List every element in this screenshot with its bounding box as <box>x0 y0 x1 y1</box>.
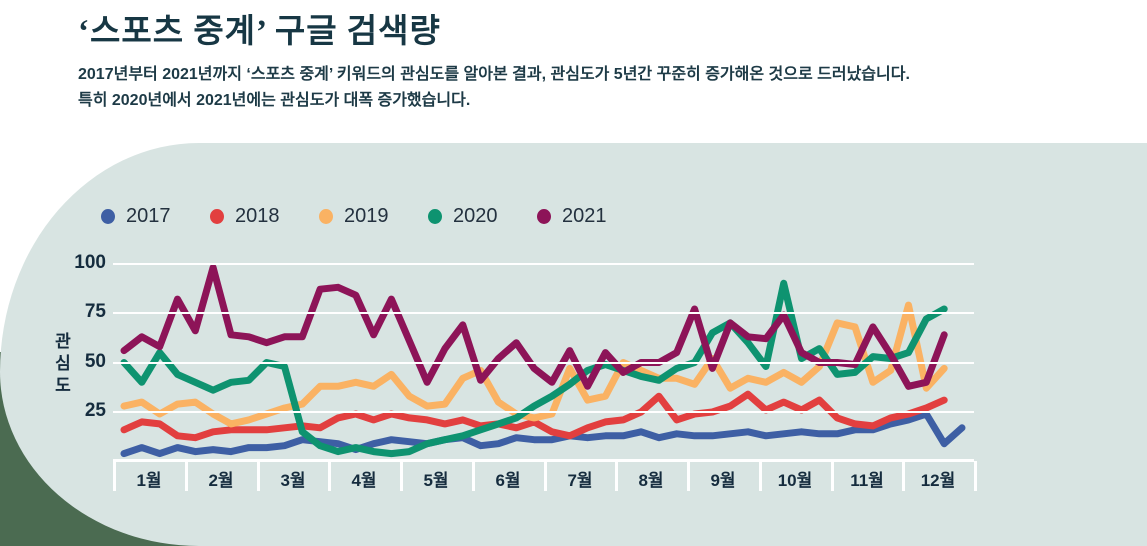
gridline-50 <box>113 361 974 364</box>
x-tick-month-3: 3월 <box>280 471 306 490</box>
month-separator <box>974 461 977 491</box>
legend-item-2017: 2017 <box>101 205 210 228</box>
month-separator <box>759 461 762 491</box>
legend-label-2017: 2017 <box>126 205 171 227</box>
x-tick-month-7: 7월 <box>567 471 593 490</box>
legend-item-2021: 2021 <box>537 205 646 228</box>
month-separator <box>831 461 834 491</box>
legend-dot-icon-2019 <box>319 209 333 224</box>
x-tick-month-12: 12월 <box>920 471 956 490</box>
y-axis-title: 관심도 <box>55 332 71 395</box>
legend-item-2020: 2020 <box>428 205 537 228</box>
legend-dot-icon-2021 <box>537 209 551 224</box>
subtitle-line-2: 특히 2020년에서 2021년에는 관심도가 대폭 증가했습니다. <box>78 92 471 109</box>
series-line-2021 <box>120 264 948 390</box>
month-separator <box>257 461 260 491</box>
gridline-75 <box>113 312 974 314</box>
y-tick-100: 100 <box>74 251 106 273</box>
page-title: ‘스포츠 중계’ 구글 검색량 <box>78 14 441 50</box>
legend-dot-icon-2020 <box>428 209 442 224</box>
x-tick-month-2: 2월 <box>208 471 234 490</box>
x-tick-month-8: 8월 <box>638 471 664 490</box>
series-line-2017 <box>120 410 966 458</box>
x-tick-month-5: 5월 <box>423 471 449 490</box>
subtitle-line-1: 2017년부터 2021년까지 ‘스포츠 중계’ 키워드의 관심도를 알아본 결… <box>78 66 910 83</box>
legend-label-2020: 2020 <box>453 205 498 227</box>
legend-label-2018: 2018 <box>235 205 280 227</box>
y-tick-25: 25 <box>84 400 106 421</box>
x-tick-month-9: 9월 <box>710 471 736 490</box>
month-separator <box>328 461 331 491</box>
month-separator <box>400 461 403 491</box>
series-line-2019 <box>120 301 948 428</box>
gridline-100 <box>113 262 974 265</box>
month-separator <box>113 461 116 491</box>
month-separator <box>902 461 905 491</box>
x-tick-month-4: 4월 <box>351 471 377 490</box>
y-tick-50: 50 <box>84 350 106 372</box>
legend-item-2019: 2019 <box>319 205 428 228</box>
month-separator <box>185 461 188 491</box>
line-chart <box>120 264 966 458</box>
legend-dot-icon-2018 <box>210 209 224 224</box>
x-tick-month-11: 11월 <box>850 471 884 490</box>
x-tick-month-6: 6월 <box>495 471 521 490</box>
chart-legend: 2017 2018 2019 2020 2021 <box>101 205 646 228</box>
x-axis-baseline <box>113 459 974 462</box>
y-tick-75: 75 <box>84 301 106 322</box>
gridline-25 <box>113 411 974 413</box>
month-separator <box>687 461 690 491</box>
month-separator <box>615 461 618 491</box>
series-line-2018 <box>120 390 948 442</box>
page-subtitle: 2017년부터 2021년까지 ‘스포츠 중계’ 키워드의 관심도를 알아본 결… <box>78 62 910 114</box>
month-separator <box>544 461 547 491</box>
legend-dot-icon-2017 <box>101 209 115 224</box>
x-tick-month-1: 1월 <box>136 471 162 490</box>
chart-card-background <box>0 143 1147 546</box>
x-tick-month-10: 10월 <box>777 471 813 490</box>
legend-label-2021: 2021 <box>562 205 607 227</box>
legend-label-2019: 2019 <box>344 205 389 227</box>
legend-item-2018: 2018 <box>210 205 319 228</box>
month-separator <box>472 461 475 491</box>
